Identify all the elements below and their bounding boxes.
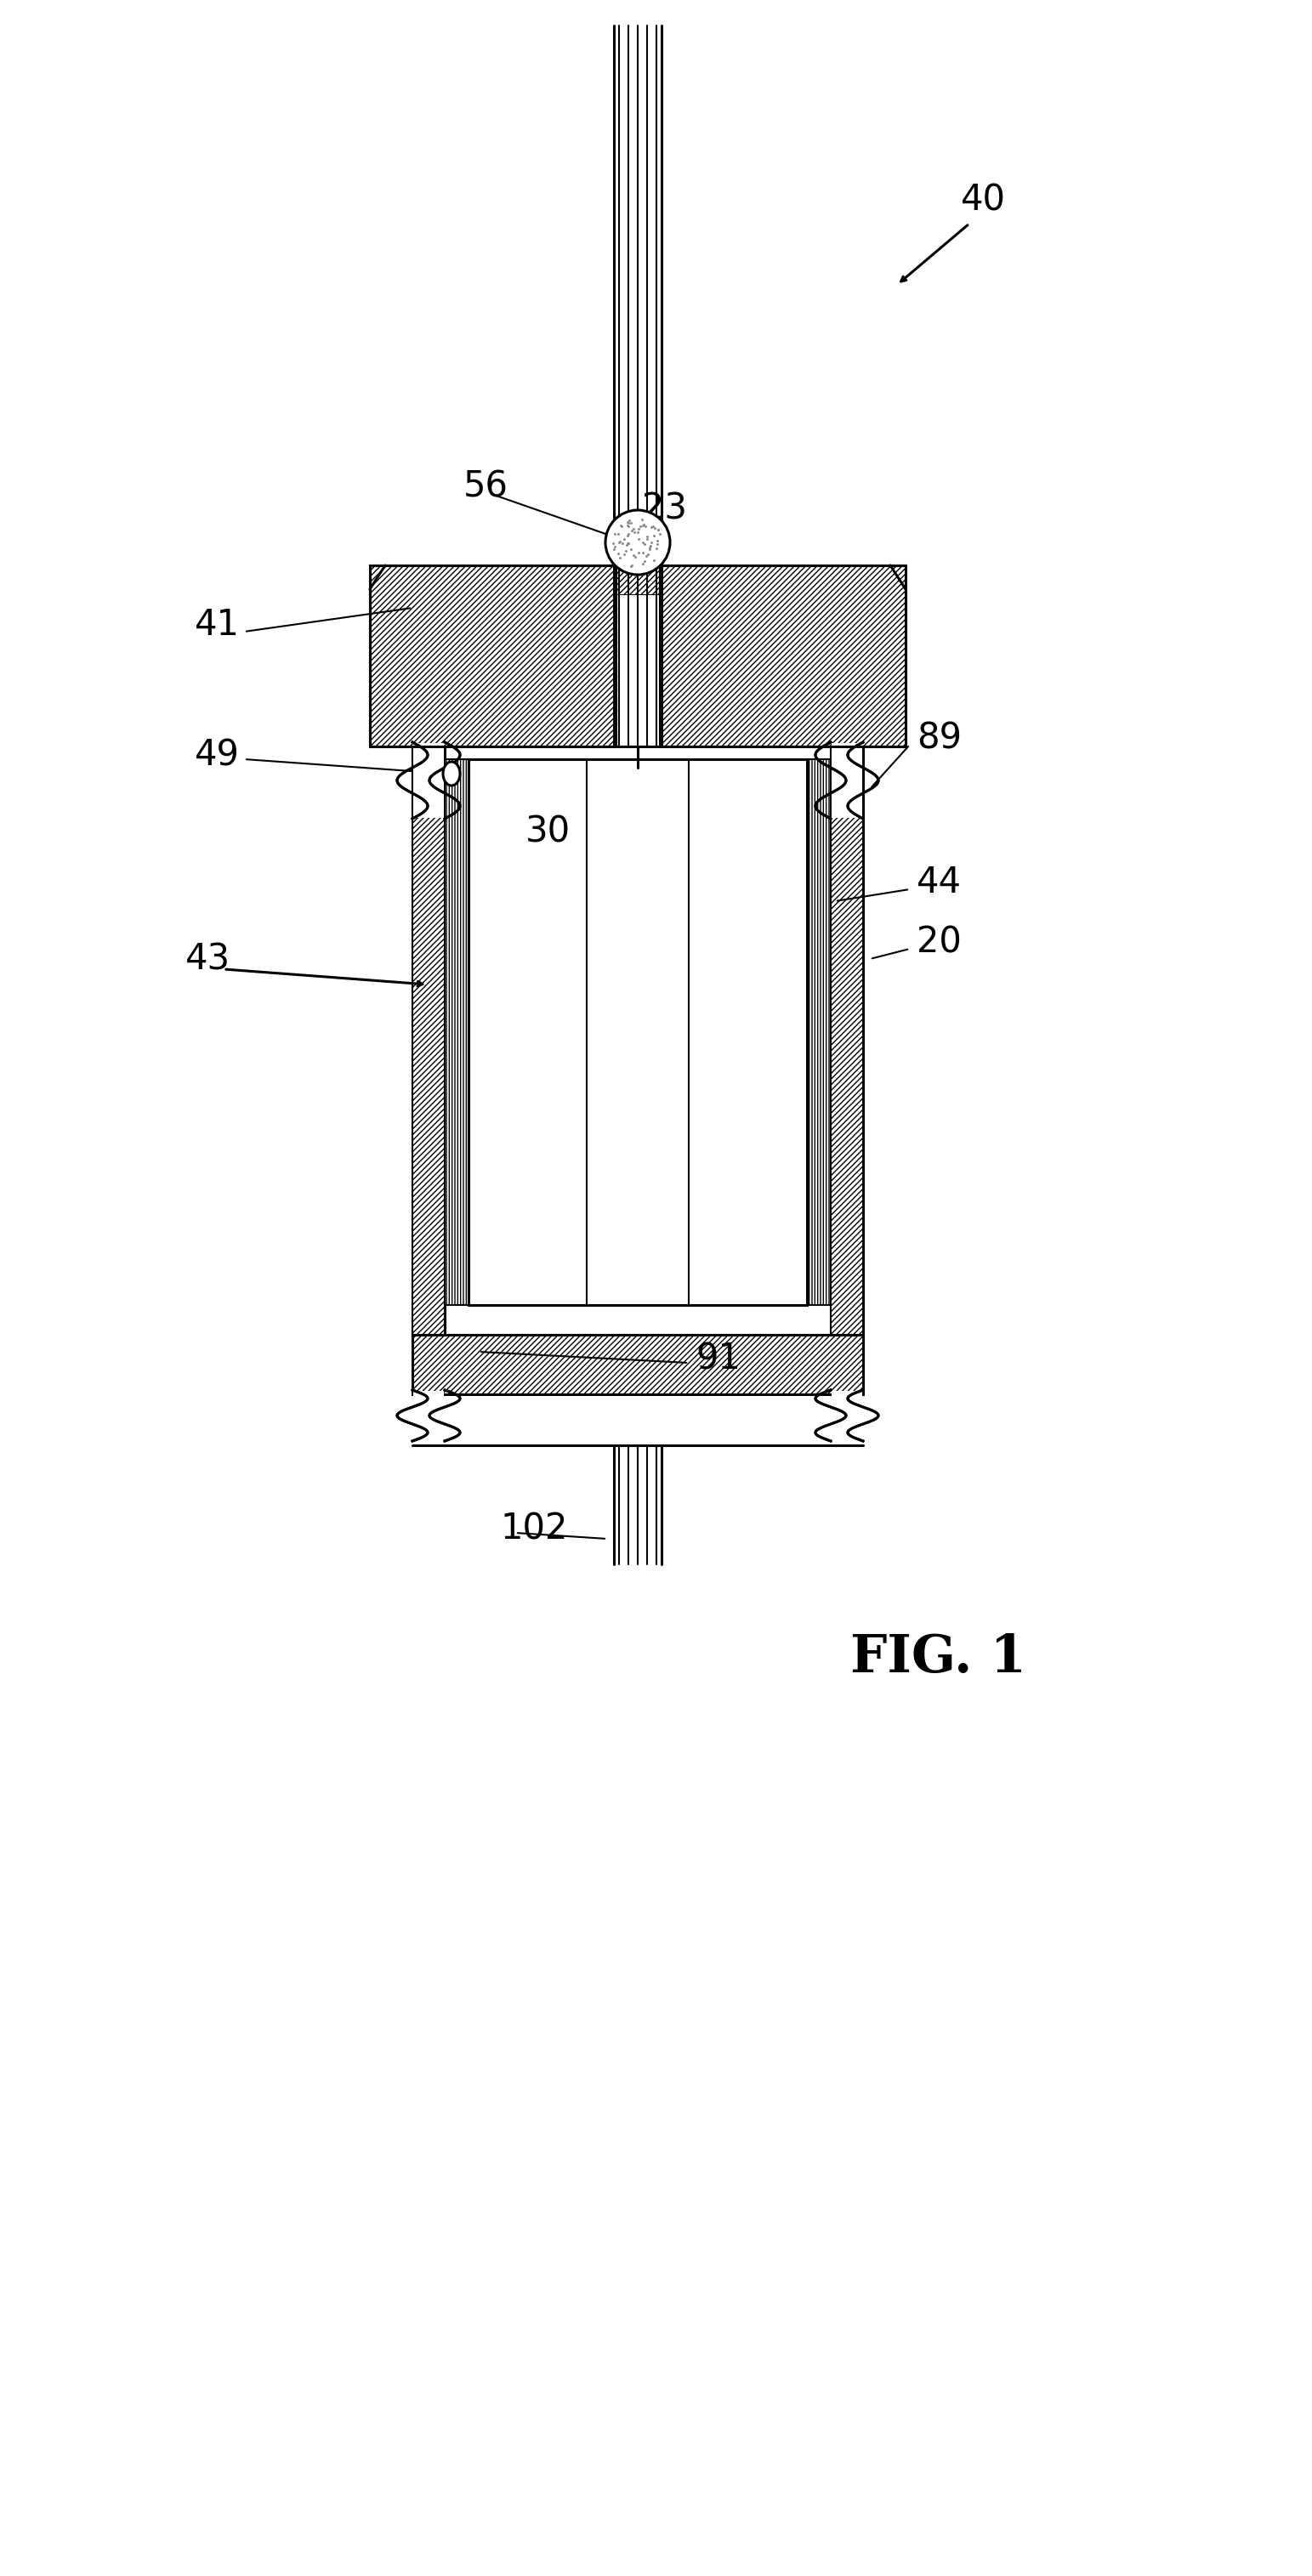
- Bar: [413, 1391, 443, 1440]
- Bar: [832, 742, 862, 817]
- Bar: [370, 564, 905, 747]
- Text: FIG. 1: FIG. 1: [850, 1633, 1026, 1682]
- Text: 49: 49: [194, 737, 240, 773]
- Text: 40: 40: [960, 183, 1006, 216]
- Circle shape: [605, 510, 670, 574]
- Text: 43: 43: [185, 940, 231, 976]
- Text: 44: 44: [917, 866, 962, 902]
- Bar: [615, 564, 660, 595]
- Bar: [615, 595, 660, 747]
- Text: 20: 20: [917, 925, 962, 961]
- Bar: [413, 742, 443, 817]
- Bar: [660, 564, 905, 747]
- Text: 91: 91: [695, 1340, 740, 1376]
- Bar: [468, 760, 807, 1306]
- Bar: [445, 760, 468, 1306]
- Bar: [412, 747, 445, 1342]
- Text: 23: 23: [642, 489, 687, 526]
- Bar: [618, 598, 659, 744]
- Text: 30: 30: [526, 814, 571, 850]
- Bar: [832, 1391, 862, 1440]
- Text: 56: 56: [463, 469, 509, 505]
- Text: 102: 102: [500, 1510, 568, 1546]
- Text: 89: 89: [917, 721, 962, 755]
- Ellipse shape: [443, 762, 461, 786]
- Bar: [830, 747, 863, 1342]
- Bar: [370, 564, 615, 747]
- Bar: [412, 1334, 863, 1394]
- Text: 41: 41: [194, 608, 240, 644]
- Bar: [807, 760, 830, 1306]
